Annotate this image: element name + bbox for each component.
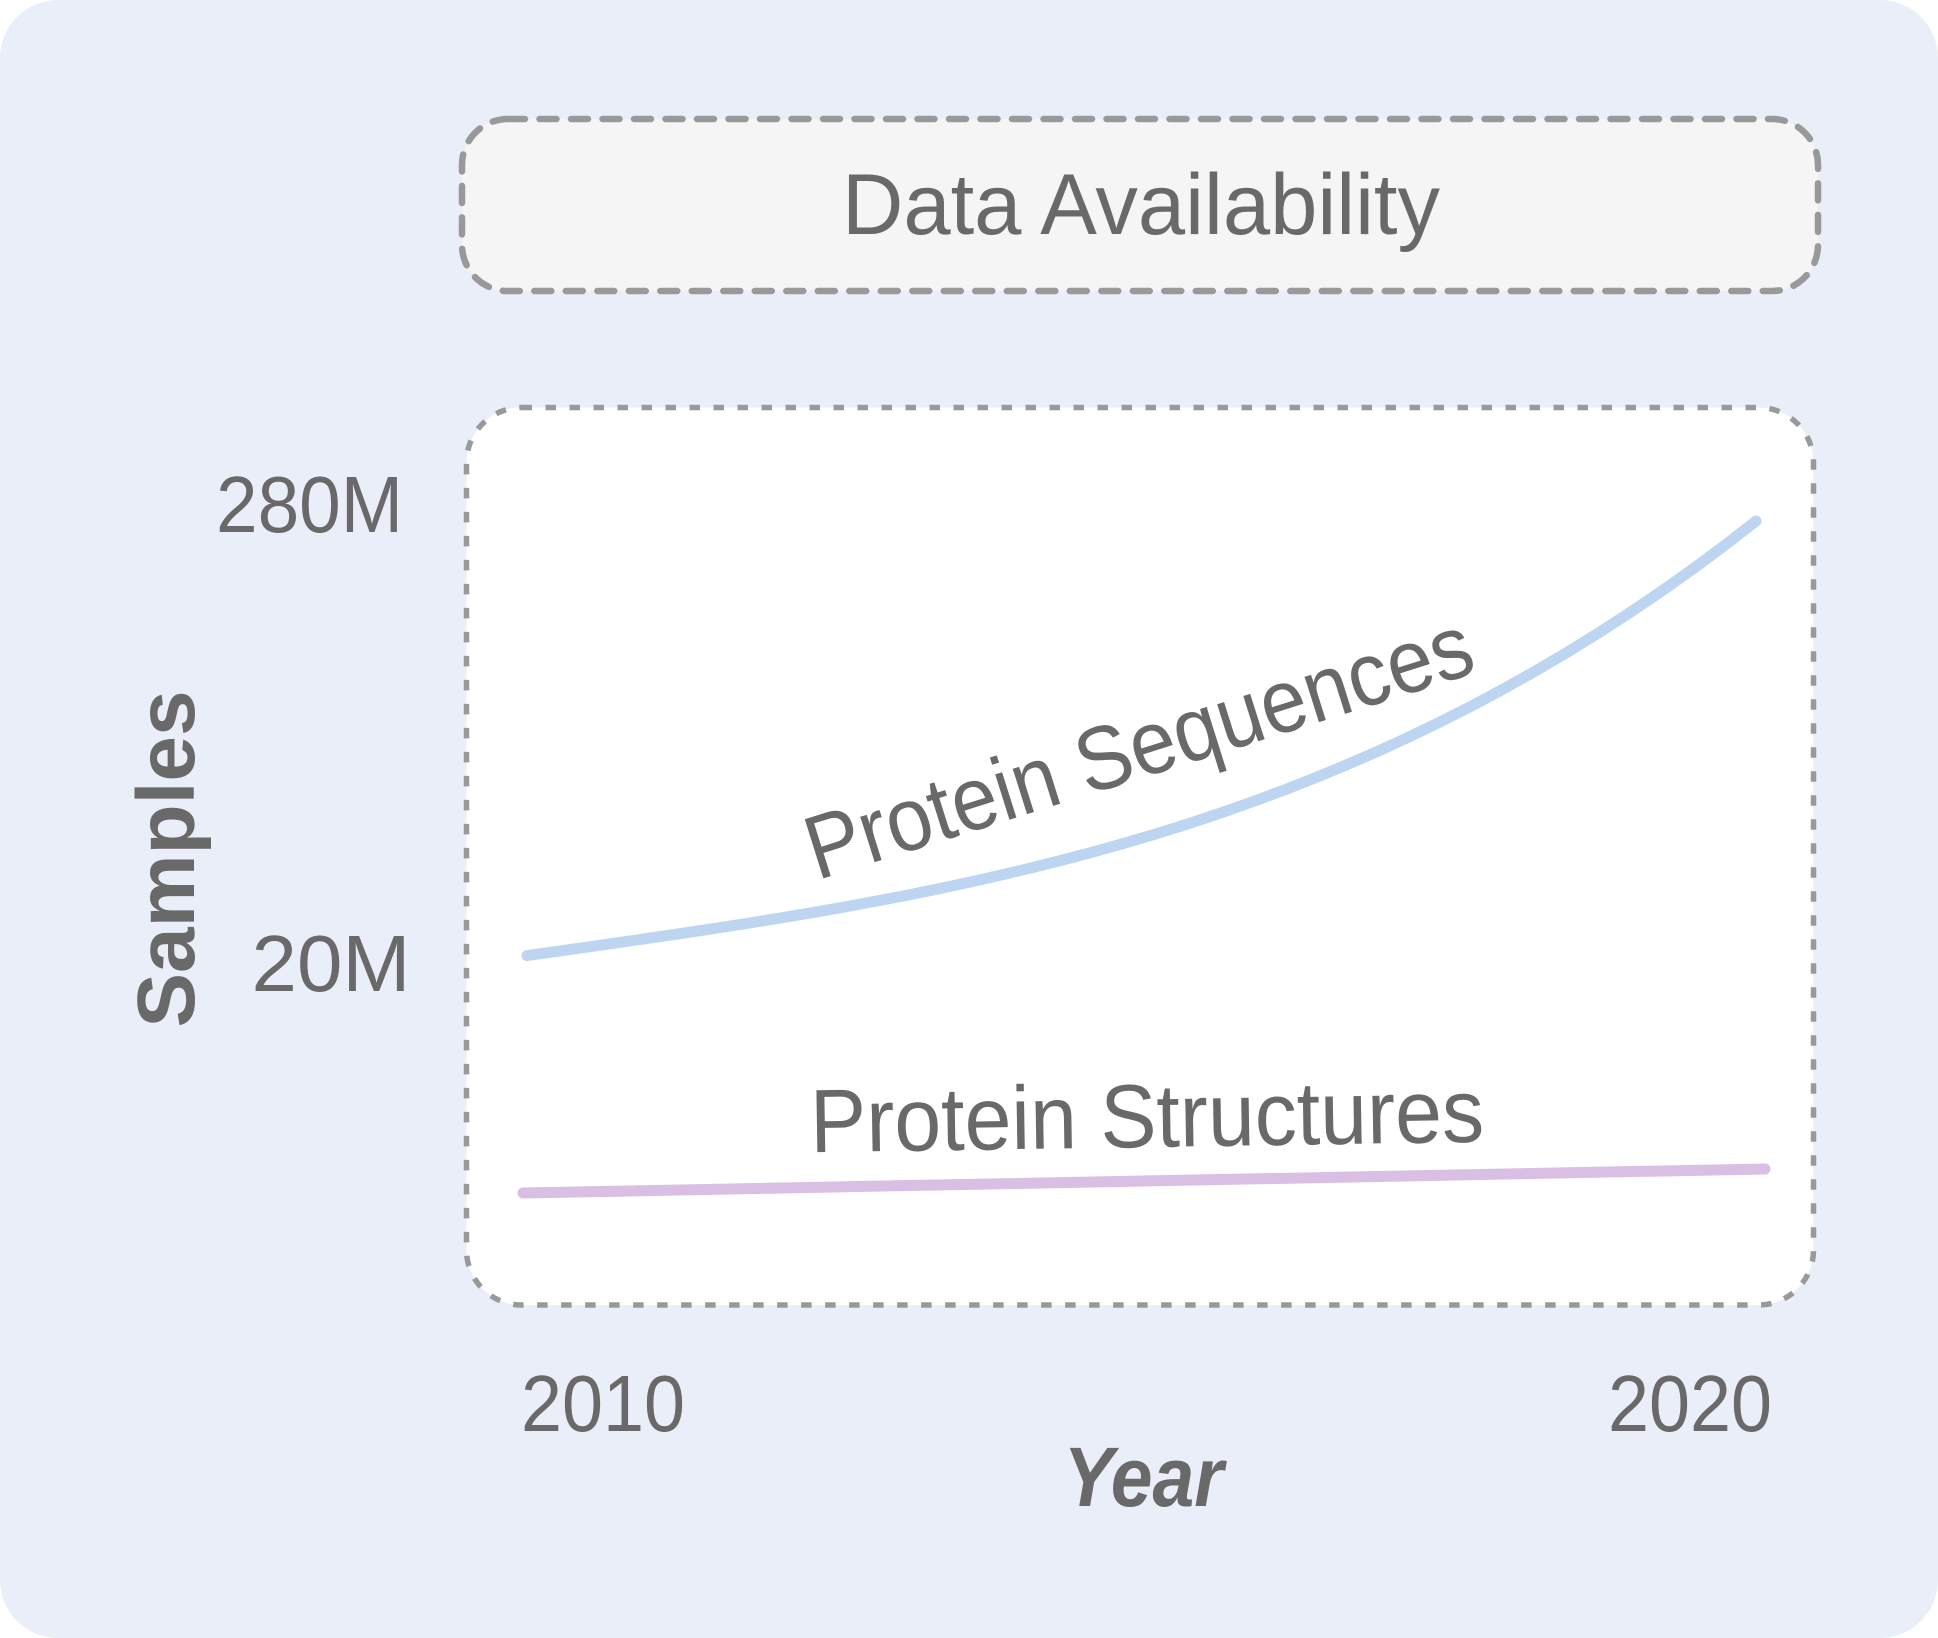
svg-text:2010: 2010: [521, 1359, 685, 1448]
svg-text:Samples: Samples: [121, 690, 212, 1027]
svg-text:Protein Structures: Protein Structures: [809, 1062, 1484, 1173]
svg-text:280M: 280M: [216, 460, 403, 549]
svg-text:Data Availability: Data Availability: [842, 157, 1440, 253]
svg-text:2020: 2020: [1608, 1359, 1772, 1448]
svg-text:Year: Year: [1064, 1430, 1228, 1524]
svg-text:20M: 20M: [252, 919, 411, 1008]
